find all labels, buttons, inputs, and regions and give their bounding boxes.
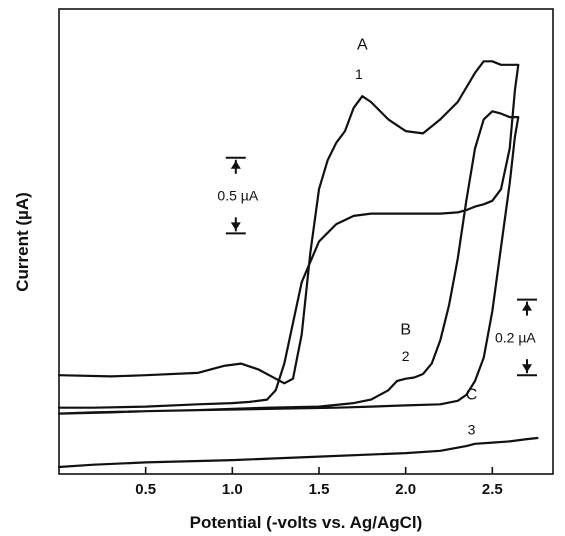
x-tick-label-1: 1.0 bbox=[222, 481, 243, 498]
scale-bar-0: 0.5 µA bbox=[217, 156, 259, 235]
annotation-a: A bbox=[357, 37, 368, 54]
annotations: A 1 B 2 C 3 bbox=[355, 37, 477, 438]
y-axis-title: Current (µA) bbox=[13, 192, 32, 292]
scale-bars: 0.5 µA 0.2 µA bbox=[217, 156, 537, 377]
x-axis-title: Potential (-volts vs. Ag/AgCl) bbox=[190, 513, 423, 532]
x-tick-label-3: 2.0 bbox=[395, 481, 416, 498]
scale-bar-label-0: 0.5 µA bbox=[217, 188, 258, 204]
trace-a bbox=[57, 60, 520, 409]
annotation-1: 1 bbox=[355, 66, 363, 82]
x-tick-label-0: 0.5 bbox=[135, 481, 156, 498]
traces bbox=[57, 60, 539, 469]
scale-bar-label-1: 0.2 µA bbox=[495, 329, 536, 345]
trace-c bbox=[57, 436, 539, 469]
trace-b bbox=[57, 110, 520, 415]
plot-frame bbox=[58, 8, 554, 475]
x-tick-label-2: 1.5 bbox=[309, 481, 330, 498]
annotation-b: B bbox=[400, 322, 411, 339]
annotation-c: C bbox=[466, 387, 478, 404]
scale-bar-1: 0.2 µA bbox=[495, 298, 537, 377]
annotation-3: 3 bbox=[468, 421, 476, 437]
x-axis-ticks: 0.5 1.0 1.5 2.0 2.5 bbox=[135, 467, 503, 498]
annotation-2: 2 bbox=[402, 348, 410, 364]
x-tick-label-4: 2.5 bbox=[482, 481, 503, 498]
